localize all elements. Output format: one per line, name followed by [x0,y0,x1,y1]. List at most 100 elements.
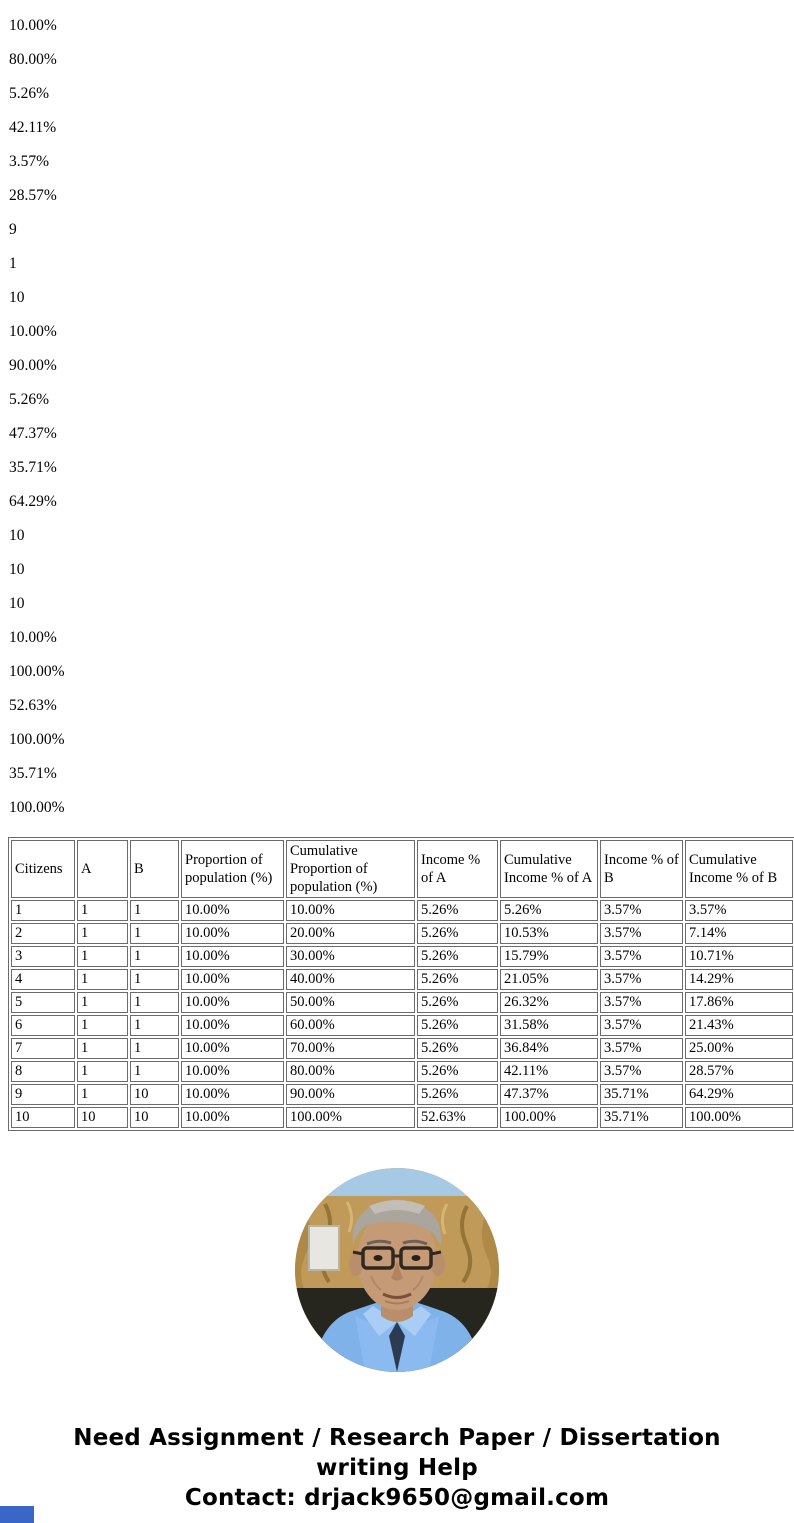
table-cell: 3.57% [685,900,793,921]
table-cell: 100.00% [286,1107,415,1128]
table-row: 8 1 1 10.00% 80.00% 5.26% 42.11% 3.57% 28.57% [11,1061,793,1082]
income-distribution-table: Citizens A B Proportion of population (%) Cu… [8,837,794,1131]
list-item: 9 [9,221,17,238]
table-cell: 17.86% [685,992,793,1013]
table-cell: 7 [11,1038,75,1059]
table-cell: 10.00% [181,1061,284,1082]
table-header-cell: B [130,840,179,898]
table-cell: 36.84% [500,1038,598,1059]
list-item: 64.29% [9,493,57,510]
list-item: 100.00% [9,663,65,680]
table-row: 9 1 10 10.00% 90.00% 5.26% 47.37% 35.71% 64.29% [11,1084,793,1105]
values-list: 10.00% 80.00% 5.26% 42.11% 3.57% 28.57% 9 1 10 10… [9,17,65,816]
table-cell: 1 [130,992,179,1013]
table-cell: 25.00% [685,1038,793,1059]
list-item: 80.00% [9,51,57,68]
table-cell: 5.26% [500,900,598,921]
table-cell: 35.71% [600,1107,683,1128]
list-item: 5.26% [9,391,50,408]
list-item: 10 [9,561,25,578]
list-item: 10 [9,527,25,544]
list-item: 90.00% [9,357,57,374]
table-cell: 5.26% [417,992,498,1013]
table-cell: 10.00% [181,1015,284,1036]
table-cell: 1 [77,923,128,944]
table-row: 3 1 1 10.00% 30.00% 5.26% 15.79% 3.57% 10.71% [11,946,793,967]
table-cell: 6 [11,1015,75,1036]
table-header-cell: Income % of B [600,840,683,898]
bottom-blue-bar [0,1506,34,1523]
table-cell: 42.11% [500,1061,598,1082]
table-cell: 10.00% [181,1107,284,1128]
table-cell: 1 [77,992,128,1013]
table-cell: 10.00% [181,900,284,921]
table-cell: 3.57% [600,1015,683,1036]
table-cell: 3.57% [600,1061,683,1082]
table-cell: 1 [130,1015,179,1036]
table-header-cell: Citizens [11,840,75,898]
list-item: 42.11% [9,119,57,136]
table-cell: 5.26% [417,1015,498,1036]
table-header-cell: A [77,840,128,898]
table-cell: 3.57% [600,900,683,921]
table-row: 1 1 1 10.00% 10.00% 5.26% 5.26% 3.57% 3.57% [11,900,793,921]
table-cell: 10 [11,1107,75,1128]
table-header-row: Citizens A B Proportion of population (%) Cu… [11,840,793,898]
table-cell: 10.00% [181,969,284,990]
avatar [295,1168,499,1372]
table-cell: 5.26% [417,1038,498,1059]
table-cell: 5.26% [417,1061,498,1082]
table-header-cell: Cumulative Income % of A [500,840,598,898]
table-cell: 28.57% [685,1061,793,1082]
table-cell: 1 [77,900,128,921]
table-cell: 10.00% [181,923,284,944]
table-cell: 30.00% [286,946,415,967]
table-cell: 90.00% [286,1084,415,1105]
table-cell: 10.00% [181,1038,284,1059]
table-row: 10 10 10 10.00% 100.00% 52.63% 100.00% 35.71% 10… [11,1107,793,1128]
table-cell: 3.57% [600,1038,683,1059]
table-cell: 80.00% [286,1061,415,1082]
table-cell: 5.26% [417,900,498,921]
list-item: 47.37% [9,425,57,442]
table-cell: 100.00% [685,1107,793,1128]
footer-line-2: writing Help [316,1455,478,1481]
list-item: 3.57% [9,153,50,170]
list-item: 100.00% [9,731,65,748]
table-row: 4 1 1 10.00% 40.00% 5.26% 21.05% 3.57% 14.29% [11,969,793,990]
table-cell: 10.53% [500,923,598,944]
table-cell: 3.57% [600,992,683,1013]
footer-ad: Need Assignment / Research Paper / Disse… [0,1423,794,1513]
table-row: 5 1 1 10.00% 50.00% 5.26% 26.32% 3.57% 17.86% [11,992,793,1013]
table-cell: 10.00% [286,900,415,921]
list-item: 10 [9,289,25,306]
table-cell: 10 [77,1107,128,1128]
table-cell: 21.05% [500,969,598,990]
table-cell: 1 [11,900,75,921]
table-cell: 1 [77,969,128,990]
table-cell: 1 [130,1038,179,1059]
table-cell: 10.71% [685,946,793,967]
table-row: 2 1 1 10.00% 20.00% 5.26% 10.53% 3.57% 7.14% [11,923,793,944]
table-cell: 5.26% [417,923,498,944]
table-cell: 35.71% [600,1084,683,1105]
table-cell: 5 [11,992,75,1013]
list-item: 5.26% [9,85,50,102]
list-item: 35.71% [9,459,57,476]
table-cell: 10 [130,1107,179,1128]
table-cell: 10 [130,1084,179,1105]
list-item: 28.57% [9,187,57,204]
table-row: 6 1 1 10.00% 60.00% 5.26% 31.58% 3.57% 21.43% [11,1015,793,1036]
footer-line-1: Need Assignment / Research Paper / Disse… [73,1425,721,1451]
table-cell: 2 [11,923,75,944]
table-cell: 5.26% [417,969,498,990]
table-cell: 100.00% [500,1107,598,1128]
table-cell: 10.00% [181,946,284,967]
table-cell: 15.79% [500,946,598,967]
table-cell: 60.00% [286,1015,415,1036]
list-item: 10.00% [9,17,57,34]
list-item: 10.00% [9,323,57,340]
list-item: 35.71% [9,765,57,782]
table-cell: 52.63% [417,1107,498,1128]
table-cell: 40.00% [286,969,415,990]
